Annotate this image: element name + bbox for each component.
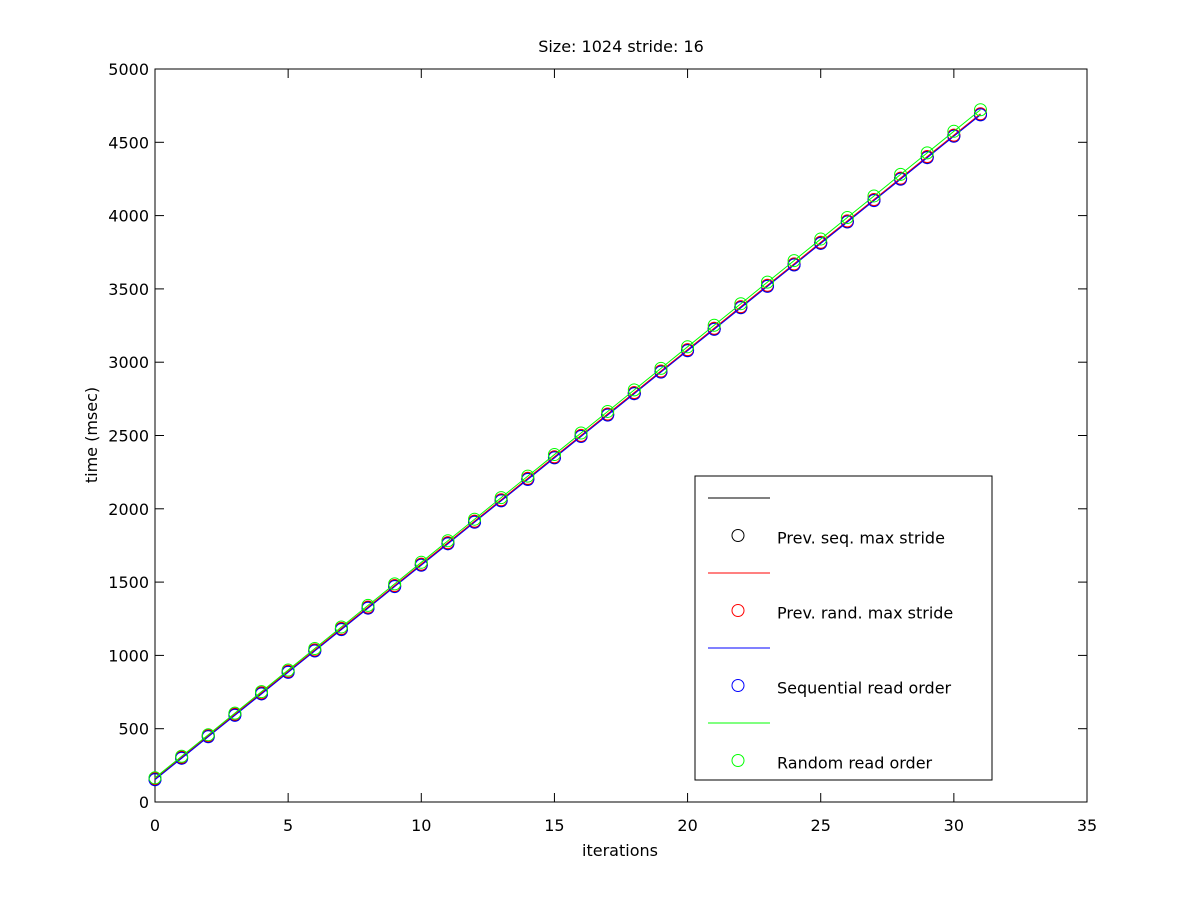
data-point <box>494 491 508 505</box>
data-point <box>521 472 535 486</box>
data-point <box>707 318 721 332</box>
data-point <box>894 167 908 181</box>
data-point <box>308 642 322 656</box>
data-point <box>973 103 987 117</box>
data-point <box>175 749 189 763</box>
x-tick-label: 35 <box>1077 816 1097 835</box>
data-point <box>947 124 961 138</box>
data-point <box>920 146 934 160</box>
data-point <box>361 598 375 612</box>
y-tick-label: 2500 <box>108 427 149 446</box>
data-point <box>601 408 615 422</box>
y-tick-label: 500 <box>118 720 149 739</box>
legend-marker-swatch <box>731 679 745 692</box>
data-point <box>734 301 748 315</box>
chart-title: Size: 1024 stride: 16 <box>538 37 704 56</box>
data-point <box>654 365 668 379</box>
data-point <box>867 189 881 203</box>
x-axis-label: iterations <box>582 841 658 860</box>
data-point <box>441 534 455 548</box>
data-point <box>361 601 375 615</box>
data-point <box>148 771 162 785</box>
x-tick-label: 15 <box>544 816 564 835</box>
x-tick-label: 20 <box>677 816 697 835</box>
data-point <box>388 577 402 591</box>
y-tick-label: 1500 <box>108 573 149 592</box>
x-tick-label: 30 <box>944 816 964 835</box>
y-tick-label: 4000 <box>108 207 149 226</box>
data-point <box>574 426 588 440</box>
y-tick-label: 1000 <box>108 646 149 665</box>
legend-label: Sequential read order <box>777 679 952 698</box>
legend-marker-swatch <box>731 529 745 542</box>
x-tick-label: 5 <box>283 816 293 835</box>
data-point <box>201 728 215 742</box>
x-tick-label: 25 <box>811 816 831 835</box>
legend-marker-swatch <box>731 604 745 617</box>
data-point <box>787 254 801 268</box>
data-point <box>334 620 348 634</box>
data-point <box>388 580 402 594</box>
data-point <box>547 451 561 465</box>
data-point <box>494 494 508 508</box>
data-point <box>840 211 854 225</box>
y-tick-label: 2000 <box>108 500 149 519</box>
y-tick-label: 0 <box>139 793 149 812</box>
y-tick-label: 4500 <box>108 133 149 152</box>
data-point <box>681 344 695 358</box>
y-tick-label: 5000 <box>108 60 149 79</box>
legend-label: Random read order <box>777 754 933 773</box>
y-tick-label: 3000 <box>108 353 149 372</box>
legend-box <box>694 475 993 781</box>
data-point <box>414 558 428 572</box>
data-point <box>601 404 615 418</box>
data-point <box>734 297 748 311</box>
y-axis-label: time (msec) <box>82 387 101 483</box>
legend-label: Prev. seq. max stride <box>777 529 945 548</box>
data-point <box>814 232 828 246</box>
data-point <box>654 361 668 375</box>
data-point <box>681 340 695 354</box>
legend-label: Prev. rand. max stride <box>777 604 953 623</box>
data-point <box>281 663 295 677</box>
data-point <box>521 469 535 483</box>
y-tick-label: 3500 <box>108 280 149 299</box>
data-point <box>255 685 269 699</box>
data-point <box>228 706 242 720</box>
data-point <box>627 383 641 397</box>
x-tick-label: 10 <box>411 816 431 835</box>
data-point <box>468 515 482 529</box>
data-point <box>707 322 721 336</box>
data-point <box>334 623 348 637</box>
data-point <box>468 512 482 526</box>
data-point <box>414 555 428 569</box>
data-point <box>574 430 588 444</box>
data-point <box>627 387 641 401</box>
data-point <box>760 275 774 289</box>
data-point <box>441 537 455 551</box>
data-point <box>547 448 561 462</box>
x-tick-label: 0 <box>150 816 160 835</box>
legend-marker-swatch <box>731 754 745 767</box>
